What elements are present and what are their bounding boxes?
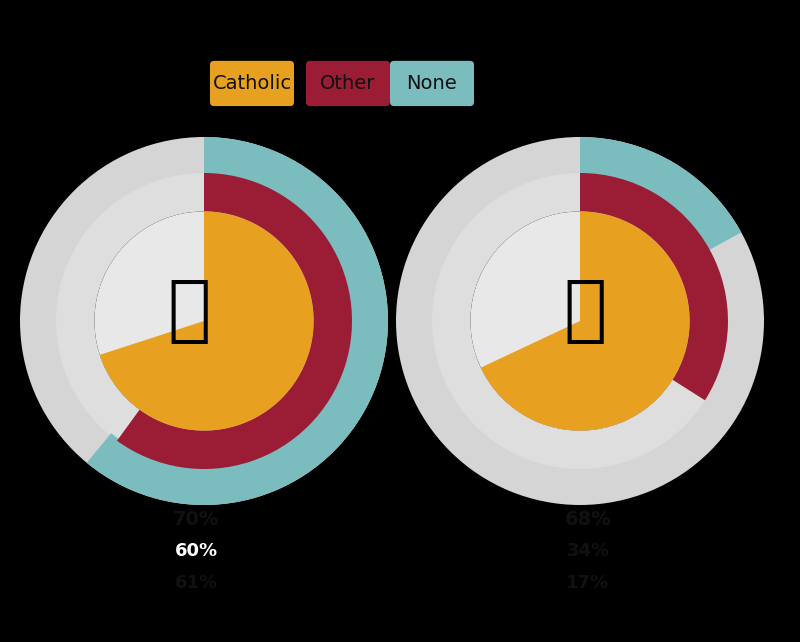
Text: None: None — [406, 74, 458, 93]
Text: 🙏: 🙏 — [563, 277, 606, 345]
Text: 34%: 34% — [566, 542, 610, 560]
Wedge shape — [432, 173, 728, 469]
Wedge shape — [580, 137, 742, 251]
Text: 🤲: 🤲 — [167, 277, 210, 345]
Wedge shape — [86, 137, 388, 505]
Wedge shape — [580, 173, 728, 401]
Text: 68%: 68% — [565, 510, 611, 529]
Wedge shape — [20, 137, 388, 505]
Text: 17%: 17% — [566, 574, 610, 592]
Wedge shape — [481, 211, 690, 431]
Wedge shape — [100, 211, 314, 431]
Text: 60%: 60% — [174, 542, 218, 560]
Wedge shape — [117, 173, 352, 469]
Text: 70%: 70% — [173, 510, 219, 529]
Wedge shape — [56, 173, 352, 469]
Text: Other: Other — [320, 74, 376, 93]
FancyBboxPatch shape — [390, 61, 474, 106]
Text: 61%: 61% — [174, 574, 218, 592]
Circle shape — [94, 211, 314, 431]
Circle shape — [470, 211, 690, 431]
FancyBboxPatch shape — [210, 61, 294, 106]
Wedge shape — [396, 137, 764, 505]
Text: Catholic: Catholic — [213, 74, 291, 93]
FancyBboxPatch shape — [306, 61, 390, 106]
